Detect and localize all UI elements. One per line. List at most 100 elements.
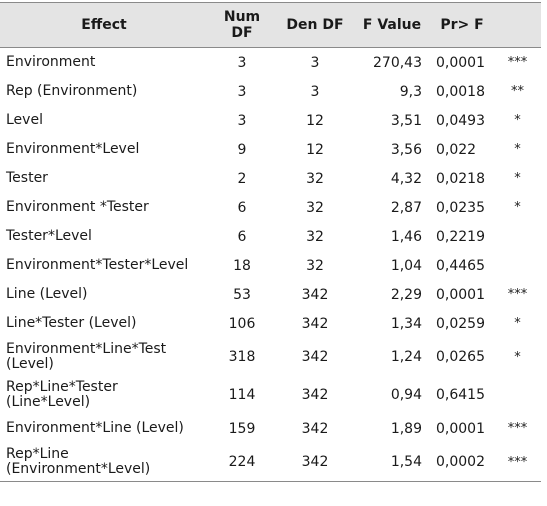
cell-significance <box>494 376 541 414</box>
cell-num-df: 53 <box>233 286 251 303</box>
effect-text: (Level) <box>6 356 54 372</box>
header-significance <box>494 2 541 48</box>
cell-significance: *** <box>494 443 541 482</box>
effect-text: Rep (Environment) <box>6 83 138 99</box>
cell-significance: * <box>514 316 521 331</box>
cell-num-df: 106 <box>228 315 256 332</box>
effect-text: Tester <box>6 170 48 186</box>
cell-p-value: 0,6415 <box>436 387 485 403</box>
cell-effect: Environment*Level <box>0 135 208 164</box>
cell-f-value: 1,24 <box>390 349 422 365</box>
effect-text: Line*Tester (Level) <box>6 315 137 331</box>
cell-significance: *** <box>507 55 528 70</box>
table-row: Rep*Line (Environment*Level) 224 342 1,54 0,0… <box>0 443 541 482</box>
header-num-df-line-1: Num <box>223 9 261 25</box>
effect-text: Environment <box>6 54 96 70</box>
cell-effect: Environment*Line (Level) <box>0 414 208 443</box>
cell-num-df: 3 <box>237 83 247 100</box>
cell-f-value: 1,54 <box>354 443 430 482</box>
cell-effect: Tester <box>0 164 208 193</box>
cell-significance <box>494 222 541 251</box>
effect-text: Environment*Line (Level) <box>6 420 184 436</box>
cell-effect: Environment*Line*Test (Level) <box>0 338 208 376</box>
cell-den-df: 342 <box>301 349 329 365</box>
table-row: Environment 3 3 270,43 0,0001 *** <box>0 48 541 78</box>
header-row: Effect Num DF Den DF F Value Pr> F <box>0 2 541 48</box>
cell-den-df: 342 <box>301 387 329 403</box>
cell-num-df: 9 <box>237 141 247 158</box>
cell-f-value: 4,32 <box>390 170 422 187</box>
cell-den-df: 3 <box>310 83 320 100</box>
cell-p-value: 0,0218 <box>436 170 485 187</box>
cell-significance: *** <box>507 421 528 436</box>
cell-effect: Level <box>0 106 208 135</box>
effect-text: Environment *Tester <box>6 199 149 215</box>
cell-num-df: 159 <box>228 420 256 437</box>
cell-den-df: 342 <box>301 315 329 332</box>
cell-f-value: 9,3 <box>399 83 422 100</box>
cell-effect: Rep (Environment) <box>0 77 208 106</box>
header-num-df-line-2: DF <box>231 25 253 41</box>
table-row: Environment*Level 9 12 3,56 0,022 * <box>0 135 541 164</box>
effect-text: Rep*Line*Tester <box>6 379 118 395</box>
cell-den-df: 3 <box>310 54 320 71</box>
cell-f-value: 2,87 <box>390 199 422 216</box>
cell-f-value: 1,04 <box>390 257 422 274</box>
cell-p-value: 0,2219 <box>436 228 485 245</box>
cell-p-value: 0,0001 <box>436 420 485 437</box>
cell-effect: Tester*Level <box>0 222 208 251</box>
cell-num-df: 114 <box>228 387 256 403</box>
cell-f-value: 1,34 <box>390 315 422 332</box>
cell-p-value: 0,0002 <box>430 443 494 482</box>
cell-significance: * <box>514 200 521 215</box>
header-pr-f: Pr> F <box>430 2 494 48</box>
effect-text: Environment*Line*Test <box>6 341 167 357</box>
cell-p-value: 0,0265 <box>436 349 485 365</box>
cell-p-value: 0,0259 <box>436 315 485 332</box>
table-row: Level 3 12 3,51 0,0493 * <box>0 106 541 135</box>
effect-text: Rep*Line <box>6 446 69 462</box>
cell-den-df: 342 <box>301 420 329 437</box>
cell-f-value: 270,43 <box>373 54 422 71</box>
table-header: Effect Num DF Den DF F Value Pr> F <box>0 2 541 48</box>
header-effect: Effect <box>0 2 208 48</box>
cell-f-value: 3,56 <box>390 141 422 158</box>
cell-num-df: 3 <box>237 112 247 129</box>
cell-effect: Rep*Line (Environment*Level) <box>0 443 208 482</box>
cell-significance: * <box>514 171 521 186</box>
effect-text: (Environment*Level) <box>6 461 151 477</box>
cell-significance: *** <box>507 287 528 302</box>
cell-num-df: 18 <box>233 257 251 274</box>
cell-f-value: 3,51 <box>390 112 422 129</box>
cell-f-value: 1,46 <box>390 228 422 245</box>
cell-effect: Environment *Tester <box>0 193 208 222</box>
table-row: Rep (Environment) 3 3 9,3 0,0018 ** <box>0 77 541 106</box>
cell-p-value: 0,4465 <box>436 257 485 274</box>
cell-significance: * <box>514 142 521 157</box>
cell-den-df: 342 <box>301 286 329 303</box>
effect-text: Tester*Level <box>6 228 92 244</box>
table-row: Environment*Tester*Level 18 32 1,04 0,4465 <box>0 251 541 280</box>
effect-text: Level <box>6 112 43 128</box>
cell-den-df: 12 <box>306 141 324 158</box>
cell-effect: Environment <box>0 48 208 78</box>
header-num-df: Num DF <box>208 2 276 48</box>
cell-den-df: 32 <box>306 228 324 245</box>
cell-num-df: 3 <box>237 54 247 71</box>
cell-significance: ** <box>511 84 524 99</box>
cell-p-value: 0,0001 <box>436 54 485 71</box>
cell-effect: Rep*Line*Tester (Line*Level) <box>0 376 208 414</box>
cell-p-value: 0,0493 <box>436 112 485 129</box>
table-body: Environment 3 3 270,43 0,0001 *** Rep (Environ… <box>0 48 541 482</box>
effect-text: Environment*Tester*Level <box>6 257 189 273</box>
cell-f-value: 1,89 <box>390 420 422 437</box>
cell-den-df: 32 <box>306 257 324 274</box>
table-row: Line (Level) 53 342 2,29 0,0001 *** <box>0 280 541 309</box>
cell-num-df: 6 <box>237 228 247 245</box>
anova-table: Effect Num DF Den DF F Value Pr> F Envir… <box>0 2 541 482</box>
cell-num-df: 318 <box>228 349 256 365</box>
cell-effect: Environment*Tester*Level <box>0 251 208 280</box>
cell-num-df: 6 <box>237 199 247 216</box>
table-row: Line*Tester (Level) 106 342 1,34 0,0259 * <box>0 309 541 338</box>
cell-significance: * <box>514 349 521 365</box>
